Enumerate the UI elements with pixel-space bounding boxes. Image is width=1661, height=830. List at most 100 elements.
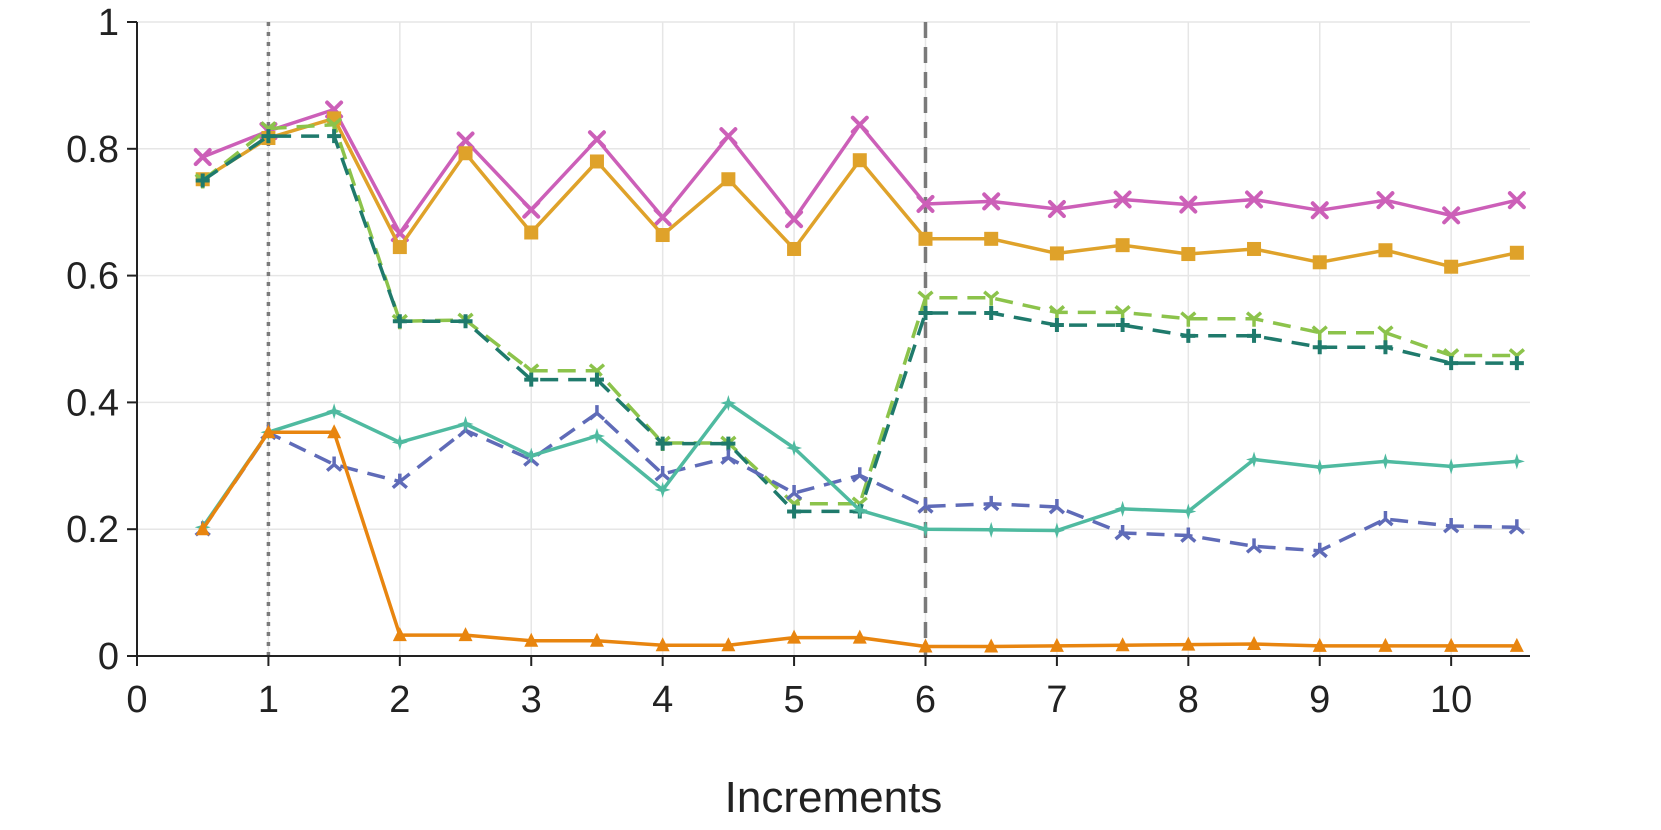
data-point-square — [1509, 245, 1524, 260]
data-point-tri — [1377, 325, 1394, 341]
data-point-star — [1114, 500, 1131, 517]
axes — [136, 22, 1530, 657]
series-7 — [195, 424, 1524, 653]
data-point-triangle — [1049, 637, 1064, 652]
data-point-square — [852, 153, 867, 168]
data-point-tri-down — [851, 467, 868, 483]
data-point-x — [587, 130, 606, 149]
series-5 — [194, 405, 1525, 559]
data-point-tri — [1180, 311, 1197, 327]
data-point-plus — [655, 436, 670, 451]
data-point-tri-down — [1245, 538, 1263, 554]
data-point-triangle — [1378, 637, 1393, 652]
data-point-tri — [1311, 325, 1328, 341]
data-point-star — [720, 395, 737, 412]
data-point-star — [326, 403, 343, 420]
series-line — [201, 122, 1517, 506]
data-point-x — [916, 194, 935, 213]
data-point-plus — [1312, 340, 1327, 355]
data-point-square — [1247, 241, 1262, 256]
data-point-triangle — [261, 424, 276, 439]
data-point-triangle — [1247, 635, 1262, 650]
data-point-triangle — [589, 632, 604, 647]
series-2 — [195, 111, 1524, 274]
x-tick-label: 2 — [389, 679, 410, 721]
x-axis-title: Increments — [725, 773, 943, 822]
data-point-star — [1048, 522, 1065, 539]
data-point-tri-down — [1508, 519, 1525, 535]
data-point-square — [721, 172, 736, 187]
data-point-triangle — [327, 424, 342, 439]
data-point-tri-down — [1048, 499, 1066, 515]
data-point-star — [391, 434, 408, 451]
data-point-tri-down — [1114, 525, 1131, 541]
data-point-triangle — [984, 638, 999, 653]
data-point-plus — [918, 306, 933, 321]
data-point-star — [851, 502, 868, 519]
reference-lines — [266, 22, 928, 656]
data-point-plus — [327, 129, 342, 144]
data-point-star — [1377, 453, 1394, 470]
series-6 — [194, 395, 1525, 539]
x-tick-label: 7 — [1046, 679, 1067, 721]
data-point-star — [523, 447, 540, 464]
data-point-x — [193, 148, 212, 167]
x-tick-label: 4 — [652, 679, 673, 721]
data-point-square — [1115, 238, 1130, 253]
data-point-plus — [1444, 356, 1459, 371]
y-tick-label: 1 — [98, 2, 119, 44]
data-point-tri-down — [1377, 511, 1394, 527]
data-point-star — [588, 428, 605, 444]
data-point-star — [786, 440, 803, 457]
data-point-triangle — [392, 627, 407, 642]
data-point-square — [1049, 246, 1064, 261]
x-tick-label: 10 — [1430, 679, 1472, 721]
data-point-tri-down — [391, 473, 408, 489]
data-point-x — [719, 127, 738, 146]
data-point-star — [1246, 451, 1263, 468]
data-point-x — [456, 131, 475, 150]
data-point-tri-down — [654, 466, 671, 482]
data-point-star — [457, 415, 474, 432]
data-point-plus — [392, 314, 407, 329]
data-point-square — [984, 231, 999, 246]
data-point-plus — [1049, 318, 1064, 333]
data-point-plus — [1247, 328, 1262, 343]
data-point-x — [653, 208, 672, 227]
y-tick-label: 0.4 — [66, 382, 119, 424]
data-point-star — [917, 521, 934, 538]
y-tick-label: 0.6 — [66, 256, 119, 298]
data-point-x — [1507, 191, 1526, 210]
series-1 — [193, 100, 1526, 243]
data-point-tri — [1245, 311, 1263, 327]
data-point-tri-down — [325, 456, 343, 472]
data-point-triangle — [852, 629, 867, 644]
data-point-tri-down — [588, 405, 606, 421]
data-point-tri-down — [1180, 527, 1197, 543]
data-point-triangle — [1181, 636, 1196, 651]
x-tick-label: 5 — [784, 679, 805, 721]
data-point-x — [522, 200, 541, 219]
x-tick-label: 1 — [258, 679, 279, 721]
data-point-plus — [1509, 356, 1524, 371]
data-point-x — [1442, 206, 1461, 225]
data-point-triangle — [1444, 637, 1459, 652]
data-point-plus — [984, 306, 999, 321]
series — [193, 100, 1526, 653]
x-tick-label: 3 — [521, 679, 542, 721]
x-tick-label: 9 — [1309, 679, 1330, 721]
data-point-square — [918, 231, 933, 246]
data-point-square — [787, 241, 802, 256]
data-point-square — [1444, 259, 1459, 274]
data-point-tri-down — [720, 449, 737, 465]
data-point-triangle — [458, 627, 473, 642]
data-point-triangle — [721, 637, 736, 652]
data-point-x — [850, 115, 869, 134]
data-point-triangle — [918, 638, 933, 653]
data-point-plus — [458, 314, 473, 329]
x-tick-label: 0 — [126, 679, 147, 721]
data-point-triangle — [655, 637, 670, 652]
data-point-plus — [787, 504, 802, 519]
series-4 — [195, 129, 1524, 519]
